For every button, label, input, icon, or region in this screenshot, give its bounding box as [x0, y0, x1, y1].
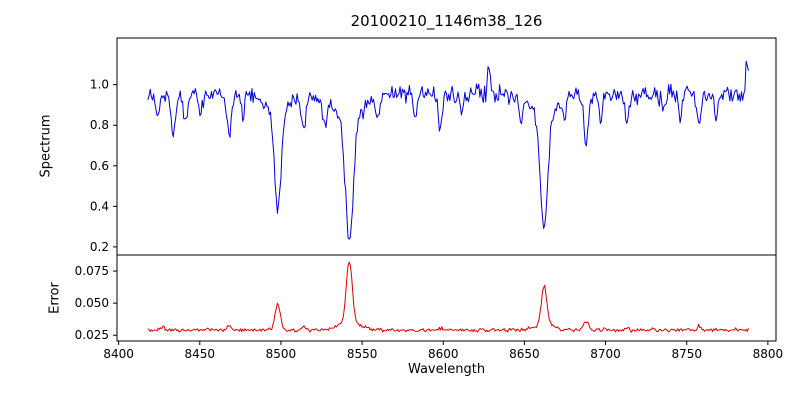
x-axis-label: Wavelength: [407, 362, 486, 377]
svg-text:8750: 8750: [671, 347, 702, 361]
y-axis-label-error: Error: [47, 282, 63, 314]
svg-text:0.8: 0.8: [90, 118, 109, 132]
svg-text:0.2: 0.2: [90, 240, 109, 254]
y-axis-label-spectrum: Spectrum: [38, 114, 54, 178]
svg-text:0.050: 0.050: [75, 296, 109, 310]
svg-text:0.075: 0.075: [75, 264, 109, 278]
svg-text:8600: 8600: [428, 347, 459, 361]
svg-text:0.025: 0.025: [75, 328, 109, 342]
svg-text:8550: 8550: [347, 347, 378, 361]
svg-text:8650: 8650: [509, 347, 540, 361]
svg-text:8500: 8500: [266, 347, 297, 361]
svg-text:8450: 8450: [185, 347, 216, 361]
svg-text:8700: 8700: [590, 347, 621, 361]
svg-text:8400: 8400: [103, 347, 134, 361]
svg-text:0.4: 0.4: [90, 199, 109, 213]
svg-text:1.0: 1.0: [90, 78, 109, 92]
svg-text:0.6: 0.6: [90, 159, 109, 173]
svg-text:8800: 8800: [753, 347, 784, 361]
chart-title: 20100210_1146m38_126: [350, 12, 543, 30]
